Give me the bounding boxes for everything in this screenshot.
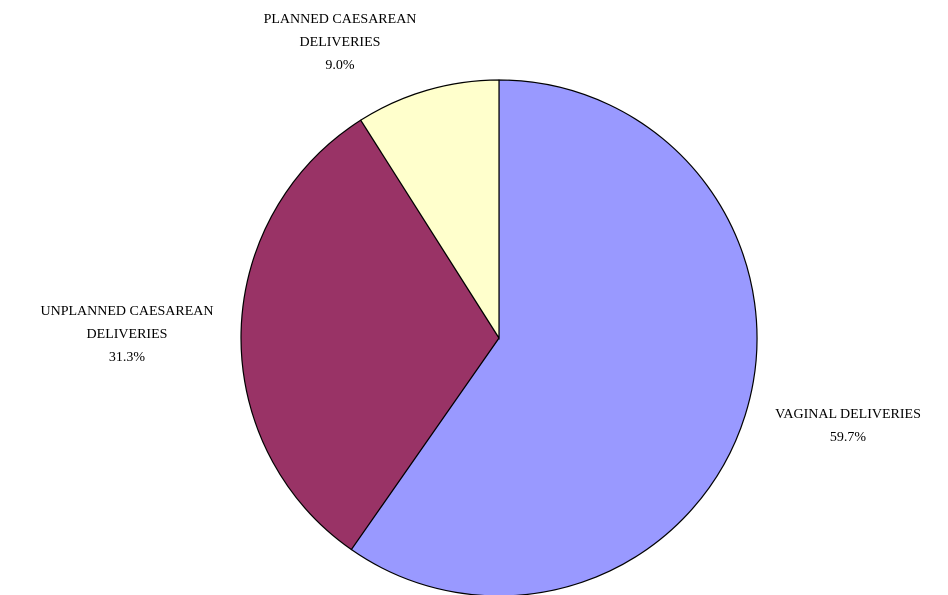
slice-value-label: 31.3% xyxy=(108,350,146,365)
slice-value-label: 9.0% xyxy=(325,58,355,73)
pie-slice xyxy=(359,79,500,341)
pie-slice xyxy=(240,119,500,551)
slice-label: VAGINAL DELIVERIES xyxy=(775,407,921,422)
slice-label: PLANNED CAESAREAN DELIVERIES xyxy=(263,12,417,50)
slice-value-label: 59.7% xyxy=(829,430,867,445)
slice-label: UNPLANNED CAESAREAN DELIVERIES xyxy=(40,304,214,342)
pie-slice xyxy=(350,79,758,595)
